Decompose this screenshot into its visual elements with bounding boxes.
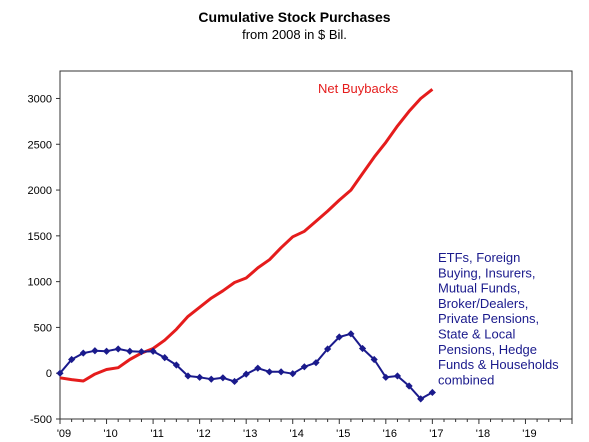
x-tick-label: '15 [336, 428, 350, 440]
combined-investors-point [161, 354, 169, 362]
annotation-line: ETFs, Foreign [438, 250, 520, 265]
net-buybacks-line [59, 88, 434, 383]
annotation-line: combined [438, 372, 494, 387]
x-tick-label: '09 [57, 428, 71, 440]
combined-investors-point [79, 349, 87, 357]
combined-investors-point [417, 395, 425, 403]
combined-investors-point [358, 344, 367, 353]
combined-investors-point [207, 375, 215, 383]
combined-investors-point [102, 347, 111, 355]
x-tick-label: '12 [196, 428, 210, 440]
combined-investors-point [137, 348, 146, 356]
combined-investors-point [428, 388, 436, 397]
combined-investors-point [91, 347, 99, 355]
combined-investors-point [335, 333, 343, 341]
x-tick-label: '17 [429, 428, 443, 440]
x-tick-label: '14 [290, 428, 304, 440]
y-tick-label: 0 [46, 368, 52, 380]
y-tick-label: 1500 [28, 231, 52, 243]
combined-investors-point [242, 370, 250, 378]
y-tick-label: 500 [34, 322, 52, 334]
combined-investors-point [277, 368, 285, 376]
combined-investors-annotation: ETFs, Foreign Buying, Insurers, Mutual Fun… [438, 250, 559, 387]
combined-investors-point [393, 372, 402, 380]
combined-investors-point [312, 359, 320, 367]
combined-investors-point [149, 347, 157, 355]
x-axis: '09 '10 '11 '12 '13 '14 '15 '16 '17 '18 '19 [57, 419, 573, 440]
combined-investors-point [219, 374, 227, 382]
annotation-line: Pensions, Hedge [438, 342, 537, 357]
combined-investors-point [172, 361, 180, 369]
y-tick-label: 2000 [28, 185, 52, 197]
y-tick-label: 1000 [28, 277, 52, 289]
combined-investors-point [382, 373, 390, 381]
x-tick-label: '10 [103, 428, 117, 440]
combined-investors-point [300, 363, 308, 371]
combined-investors-point [324, 345, 332, 353]
combined-investors-point [370, 355, 378, 364]
combined-investors-point [265, 368, 274, 376]
chart-title: Cumulative Stock Purchases [198, 9, 391, 25]
combined-investors-point [114, 345, 122, 353]
annotation-line: State & Local [438, 327, 515, 342]
x-tick-label: '11 [150, 428, 164, 440]
combined-investors-point [196, 373, 204, 381]
annotation-line: Buying, Insurers, [438, 265, 536, 280]
combined-investors-point [254, 364, 262, 372]
x-tick-label: '13 [243, 428, 257, 440]
x-tick-label: '19 [522, 428, 536, 440]
combined-investors-point [184, 372, 192, 380]
combined-investors-point [56, 369, 64, 377]
combined-investors-point [126, 347, 134, 355]
y-tick-label: 2500 [28, 139, 52, 151]
y-tick-label: -500 [30, 414, 52, 426]
annotation-line: Private Pensions, [438, 311, 539, 326]
net-buybacks-annotation: Net Buybacks [318, 81, 399, 96]
annotation-line: Broker/Dealers, [438, 296, 528, 311]
combined-investors-point [347, 330, 355, 338]
y-axis: -500 0 500 1000 1500 2000 2500 3000 [28, 93, 60, 426]
combined-investors-point [68, 355, 76, 364]
annotation-line: Mutual Funds, [438, 281, 520, 296]
combined-investors-point [289, 370, 297, 378]
x-tick-label: '16 [383, 428, 397, 440]
chart-subtitle: from 2008 in $ Bil. [242, 27, 347, 42]
y-tick-label: 3000 [28, 93, 52, 105]
annotation-line: Funds & Households [438, 357, 559, 372]
x-tick-label: '18 [476, 428, 490, 440]
combined-investors-point [230, 377, 239, 386]
combined-investors-point [405, 382, 413, 390]
series-layer [56, 88, 436, 403]
